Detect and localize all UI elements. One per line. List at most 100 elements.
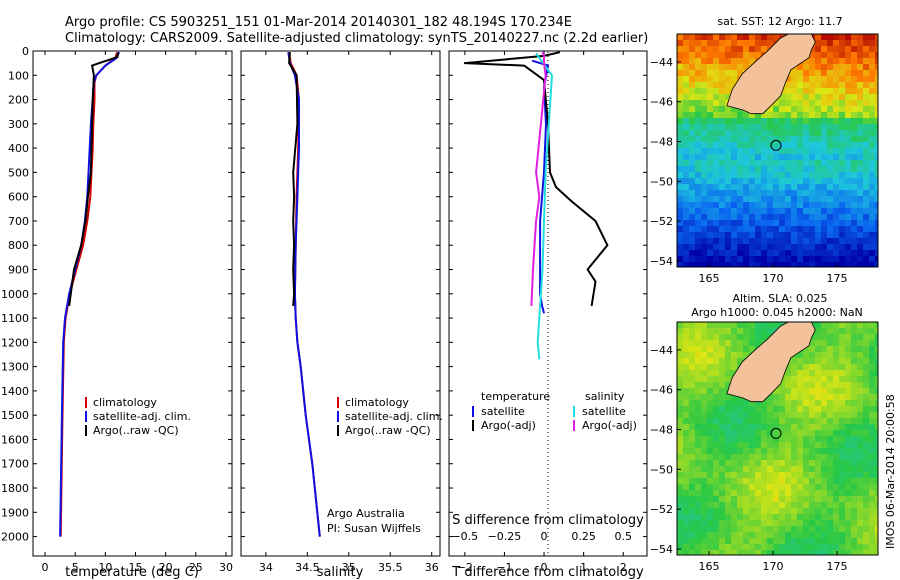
heatmap-cell [875, 478, 879, 485]
heatmap-cell [725, 58, 732, 65]
heatmap-cell [767, 256, 774, 263]
heatmap-cell [821, 238, 828, 245]
heatmap-cell [839, 454, 846, 461]
heatmap-cell [821, 82, 828, 89]
heatmap-cell [719, 82, 726, 89]
heatmap-cell [815, 394, 822, 401]
heatmap-cell [863, 508, 870, 515]
heatmap-cell [725, 46, 732, 53]
heatmap-cell [839, 214, 846, 221]
heatmap-cell [743, 418, 750, 425]
heatmap-cell [761, 322, 768, 329]
heatmap-cell [713, 166, 720, 173]
heatmap-cell [875, 454, 879, 461]
heatmap-cell [875, 52, 879, 59]
heatmap-cell [701, 388, 708, 395]
heatmap-cell [821, 202, 828, 209]
heatmap-cell [863, 400, 870, 407]
heatmap-cell [845, 232, 852, 239]
heatmap-cell [707, 34, 714, 41]
heatmap-cell [689, 244, 696, 251]
heatmap-cell [869, 94, 876, 101]
heatmap-cell [845, 364, 852, 371]
heatmap-cell [875, 514, 879, 521]
heatmap-cell [785, 370, 792, 377]
heatmap-cell [779, 442, 786, 449]
heatmap-cell [845, 388, 852, 395]
heatmap-cell [707, 400, 714, 407]
heatmap-cell [809, 112, 816, 119]
heatmap-cell [683, 478, 690, 485]
heatmap-cell [749, 346, 756, 353]
s-tick-label: 0.5 [614, 530, 632, 543]
heatmap-cell [827, 394, 834, 401]
heatmap-cell [755, 112, 762, 119]
heatmap-cell [779, 502, 786, 509]
heatmap-cell [743, 490, 750, 497]
heatmap-cell [797, 460, 804, 467]
heatmap-cell [719, 430, 726, 437]
heatmap-cell [857, 142, 864, 149]
heatmap-cell [809, 478, 816, 485]
heatmap-cell [773, 178, 780, 185]
heatmap-cell [677, 250, 684, 257]
heatmap-cell [791, 382, 798, 389]
heatmap-cell [827, 544, 834, 551]
heatmap-cell [803, 448, 810, 455]
heatmap-cell [707, 364, 714, 371]
heatmap-cell [725, 412, 732, 419]
heatmap-cell [689, 370, 696, 377]
heatmap-cell [851, 154, 858, 161]
legend-temperature-header: temperature [481, 390, 550, 403]
heatmap-cell [851, 412, 858, 419]
heatmap-cell [833, 40, 840, 47]
heatmap-cell [725, 484, 732, 491]
heatmap-cell [725, 262, 732, 268]
heatmap-cell [827, 382, 834, 389]
heatmap-cell [749, 400, 756, 407]
sla-map-axes: 165 170 175−44−46−48−50−52−54 [650, 344, 848, 573]
heatmap-cell [785, 460, 792, 467]
heatmap-cell [869, 64, 876, 71]
heatmap-cell [683, 148, 690, 155]
heatmap-cell [683, 364, 690, 371]
heatmap-cell [791, 526, 798, 533]
heatmap-cell [773, 394, 780, 401]
heatmap-cell [851, 334, 858, 341]
heatmap-cell [707, 430, 714, 437]
heatmap-cell [875, 100, 879, 107]
heatmap-cell [713, 442, 720, 449]
legend-s-satellite: satellite [582, 405, 626, 418]
heatmap-cell [845, 250, 852, 257]
heatmap-cell [797, 436, 804, 443]
heatmap-cell [761, 526, 768, 533]
heatmap-cell [833, 352, 840, 359]
heatmap-cell [725, 322, 732, 329]
heatmap-cell [713, 544, 720, 551]
heatmap-cell [689, 238, 696, 245]
map-x-tick-label: 165 [699, 560, 720, 573]
heatmap-cell [869, 136, 876, 143]
heatmap-cell [839, 136, 846, 143]
heatmap-cell [749, 124, 756, 131]
heatmap-cell [737, 262, 744, 268]
heatmap-cell [797, 454, 804, 461]
heatmap-cell [749, 46, 756, 53]
heatmap-cell [677, 376, 684, 383]
heatmap-cell [845, 490, 852, 497]
heatmap-cell [791, 124, 798, 131]
heatmap-cell [707, 214, 714, 221]
heatmap-cell [857, 184, 864, 191]
heatmap-cell [833, 244, 840, 251]
heatmap-cell [689, 364, 696, 371]
heatmap-cell [863, 412, 870, 419]
heatmap-cell [833, 322, 840, 329]
heatmap-cell [677, 40, 684, 47]
heatmap-cell [755, 136, 762, 143]
heatmap-cell [743, 328, 750, 335]
heatmap-cell [677, 406, 684, 413]
depth-tick-label: 400 [8, 142, 29, 155]
heatmap-cell [869, 226, 876, 233]
heatmap-cell [743, 448, 750, 455]
heatmap-cell [815, 466, 822, 473]
